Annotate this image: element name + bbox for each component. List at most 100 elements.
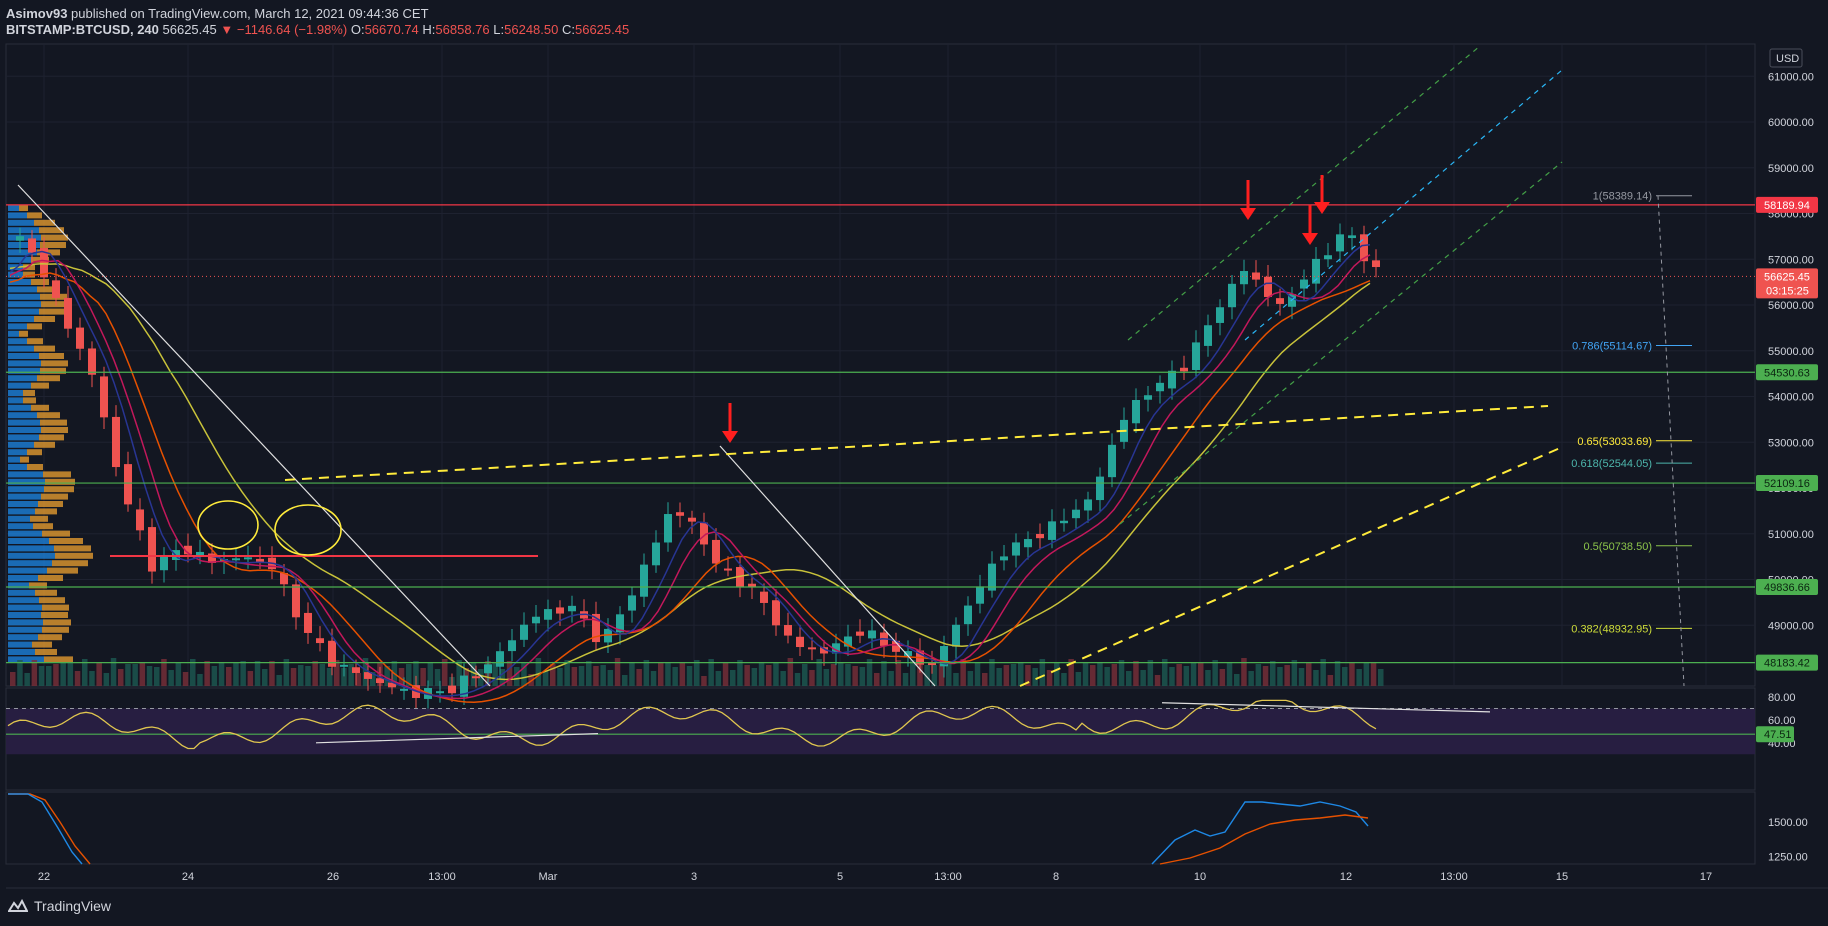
level-price-tag[interactable]: [1756, 654, 1818, 671]
yellow-circle-annotation[interactable]: [274, 504, 342, 556]
candle-down: [928, 662, 936, 666]
yellow-circle-annotation[interactable]: [197, 500, 259, 550]
close-label: C:: [561, 22, 575, 37]
volume-bar: [197, 674, 203, 686]
volume-bar: [1090, 665, 1096, 686]
author-name[interactable]: Asimov93: [6, 6, 68, 21]
volume-bar: [1198, 663, 1204, 686]
volume-profile-bar-buy: [8, 227, 39, 234]
volume-profile-bar-sell: [41, 427, 68, 433]
volume-bar: [420, 668, 426, 686]
volume-bar: [96, 663, 102, 686]
red-arrow-icon[interactable]: [1240, 180, 1256, 220]
volume-bar: [1327, 675, 1334, 686]
high-label: H:: [422, 22, 436, 37]
yellow-dashed-trendline[interactable]: [284, 405, 1549, 481]
white-trendline[interactable]: [719, 445, 936, 687]
candle-down: [1036, 533, 1044, 539]
candle-up: [1060, 520, 1068, 524]
volume-bar: [492, 663, 498, 686]
volume-bar: [535, 658, 542, 686]
tradingview-logo[interactable]: TradingView: [8, 898, 111, 914]
level-price-tag-text: 58189.94: [1764, 200, 1810, 212]
volume-bar: [730, 670, 736, 686]
candle-up: [196, 551, 204, 556]
volume-profile-bar-sell: [43, 471, 71, 478]
candle-up: [976, 586, 984, 604]
currency-badge[interactable]: [1769, 48, 1803, 68]
volume-bar: [1212, 660, 1218, 686]
volume-profile-bar-sell: [42, 626, 69, 633]
volume-bar: [931, 665, 938, 686]
ma-orange-line: [9, 272, 1371, 703]
rsi-value-text: 47.51: [1764, 729, 1792, 741]
volume-profile-bar-buy: [8, 582, 29, 589]
candle-up: [436, 691, 444, 694]
volume-bar: [643, 660, 650, 686]
level-price-tag[interactable]: [1756, 364, 1818, 381]
volume-bar: [1298, 668, 1305, 686]
volume-profile-bar-buy: [8, 212, 27, 219]
red-arrow-icon[interactable]: [1314, 175, 1330, 214]
candle-up: [1012, 542, 1020, 556]
price-axis-label: 49000.00: [1768, 620, 1814, 632]
level-price-tag[interactable]: [1756, 196, 1818, 213]
level-price-tag[interactable]: [1756, 475, 1818, 492]
rsi-trendline[interactable]: [315, 733, 599, 744]
volume-profile-bar-buy: [8, 345, 34, 352]
macd-pane[interactable]: [5, 791, 1756, 865]
red-arrow-icon[interactable]: [1302, 205, 1318, 245]
time-axis-label: 17: [1700, 871, 1712, 883]
volume-profile-bar-sell: [30, 515, 48, 522]
main-pane[interactable]: [5, 43, 1756, 687]
volume-bar: [938, 664, 945, 686]
volume-bar: [794, 673, 801, 686]
candle-down: [448, 685, 456, 694]
volume-bar: [1133, 661, 1139, 686]
volume-bar: [283, 659, 290, 686]
level-price-tag[interactable]: [1756, 579, 1818, 596]
candle-down: [208, 553, 216, 563]
volume-bar: [974, 662, 981, 686]
current-price-tag[interactable]: [1756, 268, 1818, 299]
volume-bar: [744, 665, 750, 686]
rsi-divergence-line[interactable]: [1161, 702, 1491, 713]
time-axis-label: 13:00: [428, 871, 456, 883]
volume-profile-bar-sell: [31, 382, 49, 389]
volume-bar: [1075, 672, 1082, 686]
candle-down: [148, 527, 156, 572]
candle-down: [328, 640, 336, 667]
volume-bar: [924, 665, 930, 686]
rsi-value-tag[interactable]: [1756, 726, 1794, 743]
volume-profile-bar-buy: [8, 382, 31, 389]
volume-profile-bar-sell: [41, 234, 68, 241]
white-trendline[interactable]: [17, 184, 491, 687]
candle-down: [892, 640, 900, 652]
rsi-axis-label: 80.00: [1768, 692, 1796, 704]
volume-profile-bar-sell: [37, 249, 60, 256]
volume-profile-bar-sell: [47, 567, 78, 574]
channel-upper-line[interactable]: [1127, 45, 1481, 341]
volume-bar: [427, 663, 434, 686]
volume-profile-bar-buy: [8, 404, 31, 411]
volume-profile-bar-buy: [8, 242, 40, 248]
volume-bar: [658, 662, 664, 686]
price-axis-label: 51000.00: [1768, 529, 1814, 541]
arrow-head: [1302, 233, 1318, 245]
volume-bar: [917, 665, 923, 686]
red-arrow-icon[interactable]: [722, 403, 738, 443]
volume-profile-bar-buy: [8, 323, 27, 330]
volume-bar: [823, 669, 830, 686]
candle-up: [1324, 255, 1332, 260]
volume-profile-bar-sell: [31, 404, 49, 411]
candle-down: [136, 509, 144, 531]
candle-up: [868, 630, 876, 639]
time-axis-label: Mar: [539, 871, 558, 883]
volume-bar: [1126, 671, 1132, 686]
yellow-dashed-trendline[interactable]: [1019, 447, 1561, 687]
volume-bar: [1025, 665, 1031, 686]
volume-profile-bar-buy: [8, 286, 37, 293]
volume-bar: [514, 667, 520, 686]
price-axis-label: 61000.00: [1768, 71, 1814, 83]
